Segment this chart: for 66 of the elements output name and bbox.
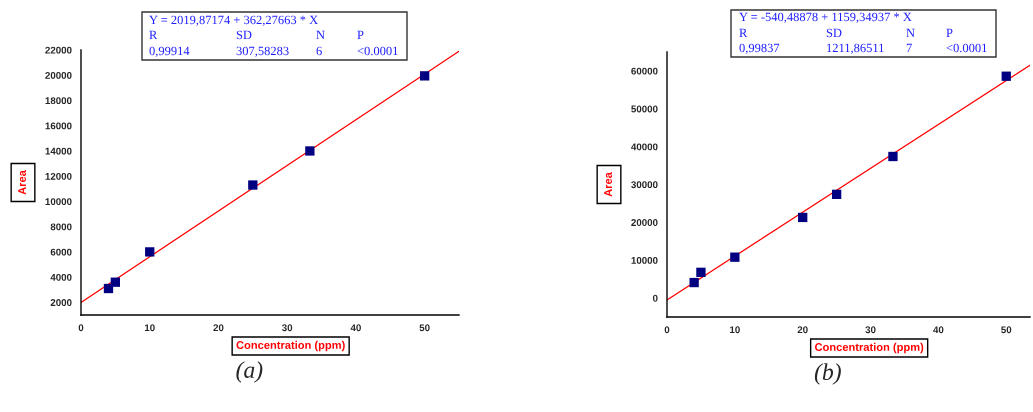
y-axis-title: Area (604, 172, 612, 197)
point (730, 252, 740, 262)
point (419, 71, 430, 81)
point (305, 146, 315, 156)
x-tick-label: 20 (213, 324, 224, 332)
text: Y = 2019,87174 + 362,27663 * X (149, 15, 318, 26)
text: P (946, 28, 953, 38)
x-tick-label: 40 (350, 324, 361, 332)
y-tick-label: 40000 (631, 143, 658, 151)
point (888, 151, 898, 162)
y-tick-label: 50000 (631, 105, 658, 113)
y-tick-label: 18000 (45, 97, 72, 105)
annotation: 0,99837 (739, 43, 780, 54)
text: SD (236, 30, 252, 40)
y-tick-label: 30000 (631, 181, 658, 189)
point (248, 180, 258, 190)
y-tick-label: 16000 (45, 122, 72, 130)
text: R (149, 30, 158, 40)
text: (a) (236, 361, 263, 383)
x-tick-label: 20 (797, 326, 808, 334)
y-tick-label: 12000 (45, 172, 72, 180)
y-tick-label: 10000 (45, 198, 72, 206)
text: N (906, 28, 915, 38)
text: N (316, 30, 325, 40)
x-tick-label: 30 (865, 326, 876, 334)
annotation: 307,58283 (236, 46, 289, 57)
y-tick-label: 20000 (45, 71, 72, 79)
text: P (357, 30, 364, 40)
text: (b) (814, 363, 841, 385)
x-tick-label: 0 (664, 326, 670, 334)
x-tick-label: 40 (933, 326, 944, 334)
y-axis-title: Area (18, 170, 26, 195)
y-tick-label: 10000 (631, 256, 658, 264)
x-tick-label: 50 (419, 324, 430, 332)
text: SD (826, 28, 842, 38)
point (696, 267, 706, 277)
y-tick-label: 22000 (45, 46, 72, 54)
annotation: 1211,86511 (827, 43, 884, 54)
x-axis-title: Concentration (ppm) (236, 340, 345, 352)
point (145, 247, 155, 257)
annotation: 6 (316, 46, 322, 56)
annotation: <0.0001 (357, 46, 398, 56)
x-tick-label: 50 (1001, 326, 1012, 334)
y-tick-label: 6000 (50, 248, 72, 256)
point (798, 212, 808, 223)
annotation: 7 (906, 43, 912, 53)
annotation: <0.0001 (946, 43, 987, 53)
y-tick-label: 0 (652, 294, 658, 302)
point (831, 189, 842, 199)
x-tick-label: 10 (730, 326, 740, 334)
x-tick-label: 10 (144, 324, 155, 332)
x-tick-label: 30 (282, 324, 293, 332)
point (110, 277, 121, 287)
y-tick-label: 20000 (631, 219, 658, 226)
y-tick-label: 2000 (50, 299, 72, 306)
text: R (739, 28, 748, 38)
y-tick-label: 14000 (45, 147, 72, 155)
y-tick-label: 4000 (50, 273, 72, 281)
point (689, 277, 699, 288)
point (1001, 71, 1011, 81)
y-tick-label: 60000 (631, 67, 658, 75)
x-axis-title: Concentration (ppm) (815, 342, 924, 354)
annotation: 0,99914 (149, 46, 190, 57)
x-tick-label: 0 (78, 324, 84, 332)
text: Y = -540,48878 + 1159,34937 * X (739, 12, 912, 23)
y-tick-label: 8000 (50, 223, 72, 231)
